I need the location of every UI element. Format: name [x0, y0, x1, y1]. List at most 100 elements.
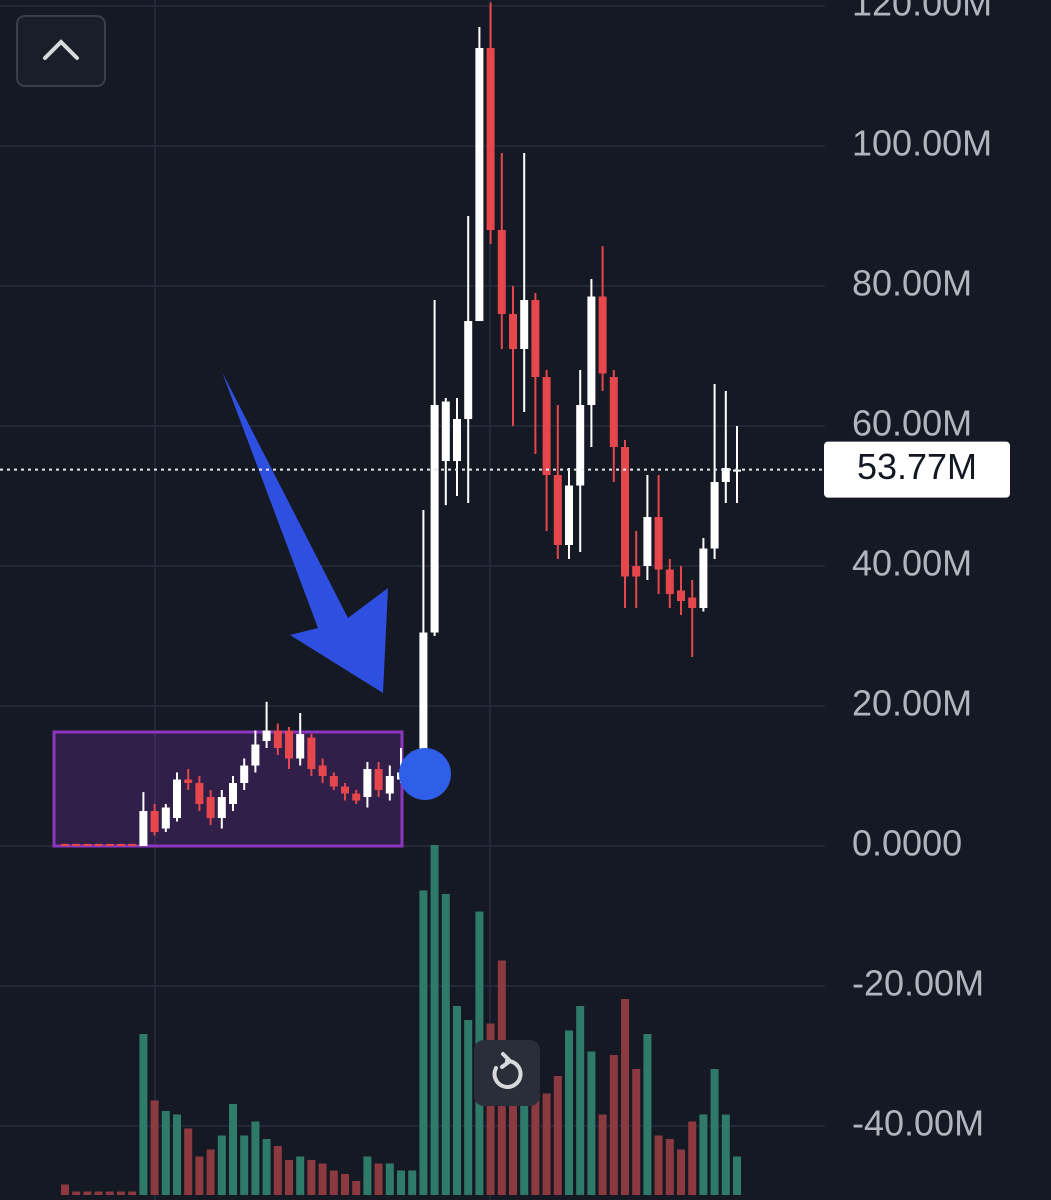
candle-body [497, 230, 506, 315]
candle-body [161, 807, 170, 829]
volume-bar [273, 1146, 282, 1195]
candle-body [307, 737, 316, 770]
volume-bar [83, 1191, 92, 1195]
volume-bar [621, 999, 629, 1195]
volume-bar [139, 1034, 148, 1195]
candle-body [542, 377, 551, 476]
candle-body [117, 843, 125, 847]
volume-bar [195, 1156, 204, 1195]
volume-bar [733, 1156, 741, 1195]
candle-body [150, 811, 159, 833]
candle-body [184, 779, 193, 784]
y-tick-label: 0.0000 [852, 823, 962, 864]
volume-layer [61, 845, 741, 1195]
volume-bar [161, 1111, 170, 1195]
volume-bar [598, 1114, 607, 1195]
candle-body [576, 405, 585, 486]
y-tick-label: -20.00M [852, 963, 984, 1004]
candle-body [598, 296, 607, 374]
volume-bar [699, 1114, 708, 1195]
candle-body [61, 843, 69, 847]
candle-body [139, 811, 148, 847]
volume-bar [117, 1191, 125, 1195]
candle-body [251, 744, 260, 766]
candle-body [509, 314, 517, 350]
candle-body [419, 632, 428, 770]
volume-bar [296, 1156, 305, 1195]
candle-body [363, 769, 372, 798]
candle-body [329, 776, 338, 787]
volume-bar [643, 1034, 652, 1195]
volume-bar [542, 1093, 551, 1195]
volume-bar [453, 1006, 461, 1195]
volume-bar [441, 894, 450, 1195]
volume-bar [486, 1023, 495, 1195]
reset-button[interactable] [474, 1040, 540, 1106]
volume-bar [721, 1114, 730, 1195]
volume-bar [654, 1135, 663, 1195]
candle-body [643, 517, 652, 567]
y-tick-label: 40.00M [852, 543, 972, 584]
button-frame[interactable] [474, 1040, 540, 1106]
y-tick-label: 120.00M [852, 0, 992, 24]
candle-body [665, 569, 674, 595]
candle-body [520, 300, 529, 350]
candle-body [285, 730, 293, 759]
volume-bar [363, 1156, 372, 1195]
volume-bar [94, 1191, 103, 1195]
volume-bar [240, 1135, 249, 1195]
candle-body [453, 419, 461, 462]
candle-body [677, 590, 685, 602]
candle-body [587, 296, 596, 406]
candle-body [229, 783, 237, 805]
volume-bar [553, 1076, 562, 1195]
button-frame[interactable] [16, 15, 106, 87]
volume-bar [128, 1191, 137, 1195]
volume-bar [520, 1069, 529, 1195]
last-price-label: 53.77M [857, 446, 977, 487]
candle-body [486, 48, 495, 231]
volume-bar [565, 1030, 573, 1195]
volume-bar [430, 845, 439, 1195]
candle-body [475, 48, 484, 322]
candle-body [341, 786, 349, 794]
candle-body [318, 765, 327, 777]
candle-body [83, 843, 92, 847]
candle-body [632, 566, 641, 577]
volume-bar [61, 1184, 69, 1195]
y-tick-label: 100.00M [852, 123, 992, 164]
volume-bar [419, 890, 428, 1195]
volume-bar [397, 1170, 405, 1195]
candle-body [654, 517, 663, 570]
volume-bar [150, 1100, 159, 1195]
volume-bar [677, 1149, 685, 1195]
volume-bar [531, 1079, 540, 1195]
volume-bar [229, 1104, 237, 1195]
y-tick-label: -40.00M [852, 1103, 984, 1144]
volume-bar [408, 1170, 417, 1195]
volume-bar [329, 1170, 338, 1195]
price-axis: -40.00M -20.00M 0.0000 20.00M 40.00M 60.00M 80… [0, 0, 1010, 1144]
candle-body [699, 548, 708, 609]
volume-bar [464, 1020, 473, 1195]
volume-bar [632, 1069, 641, 1195]
collapse-button[interactable] [16, 15, 106, 87]
candle-body [621, 447, 629, 577]
volume-bar [587, 1051, 596, 1195]
candle-body [609, 377, 618, 448]
volume-bar [251, 1121, 260, 1195]
candle-body [128, 843, 137, 847]
volume-bar [688, 1121, 697, 1195]
candle-body [94, 843, 103, 847]
candle-body [72, 843, 81, 847]
candle-body [565, 485, 573, 546]
volume-bar [318, 1163, 327, 1195]
candle-body [217, 797, 226, 819]
reset-icon-head [500, 1052, 514, 1069]
volume-bar [173, 1114, 181, 1195]
volume-bar [710, 1069, 719, 1195]
volume-bar [374, 1163, 383, 1195]
candle-body [296, 734, 305, 759]
